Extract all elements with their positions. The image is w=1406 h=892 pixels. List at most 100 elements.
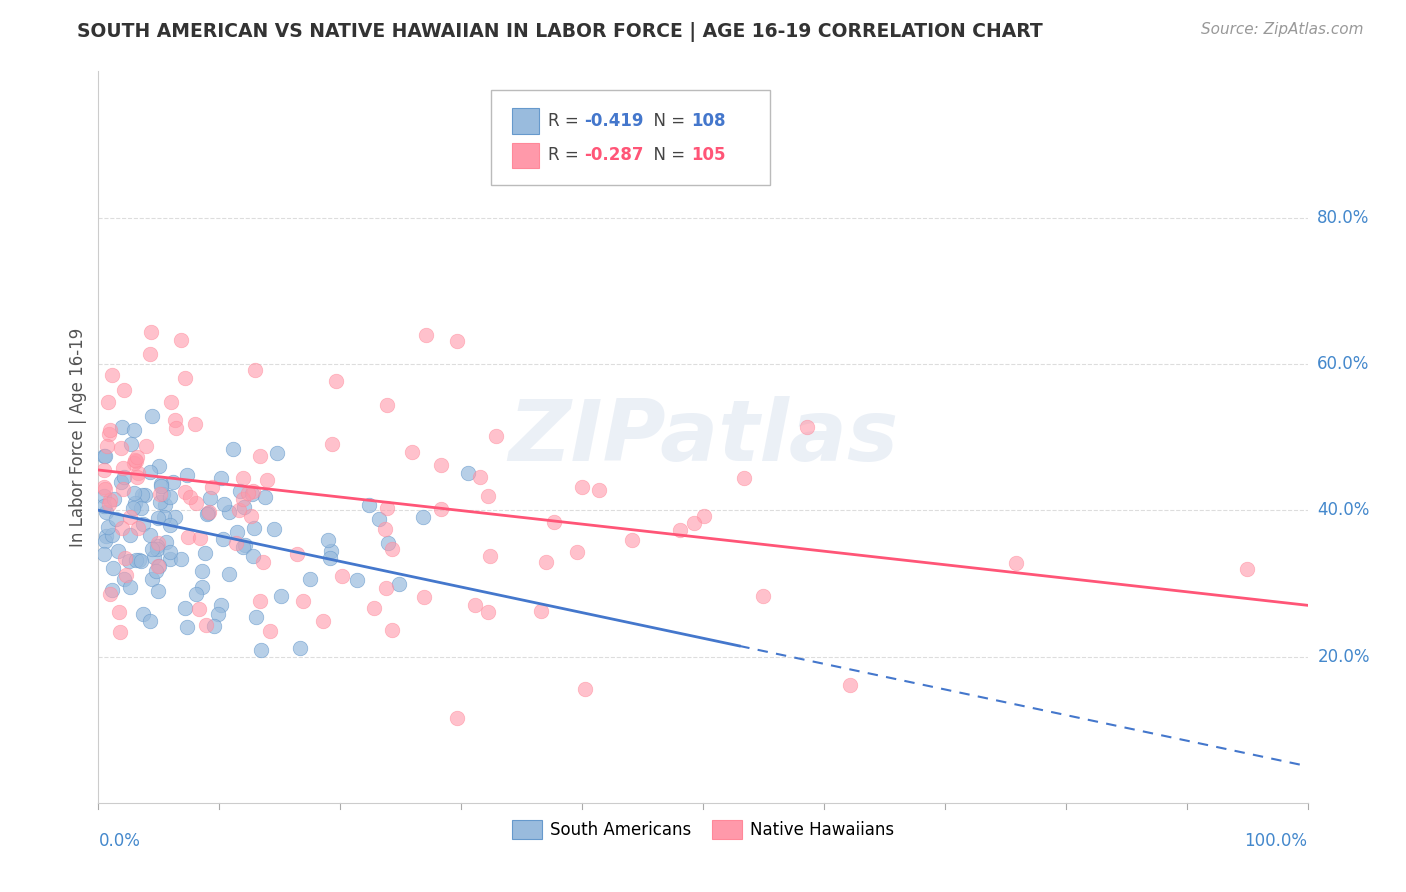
Text: N =: N = [643, 146, 690, 164]
Point [111, 483, 134, 497]
Point [122, 456, 145, 470]
Point [190, 531, 212, 545]
Point [155, 535, 177, 549]
Point [249, 594, 271, 608]
Point [101, 368, 124, 382]
Point [98, 587, 121, 601]
Legend: South Americans, Native Hawaiians: South Americans, Native Hawaiians [505, 814, 901, 846]
Bar [512, 143, 538, 169]
Point [565, 545, 588, 559]
Point [319, 551, 342, 566]
Point [155, 498, 177, 512]
Point [346, 573, 368, 587]
Point [97, 519, 120, 533]
Point [149, 487, 172, 501]
Point [111, 420, 134, 434]
Point [139, 347, 162, 361]
Point [124, 453, 146, 467]
Point [97, 394, 120, 409]
Point [233, 538, 256, 552]
Point [174, 371, 197, 385]
Point [374, 581, 396, 595]
Point [159, 490, 181, 504]
Point [229, 483, 252, 498]
Point [693, 509, 716, 524]
Point [145, 539, 167, 553]
Point [377, 535, 399, 549]
Point [170, 334, 193, 348]
Point [146, 559, 169, 574]
Point [127, 520, 149, 534]
Point [122, 423, 145, 437]
Point [159, 517, 181, 532]
Point [127, 466, 149, 480]
Point [683, 516, 706, 530]
Point [218, 506, 240, 520]
Point [1236, 562, 1258, 576]
Point [249, 449, 271, 463]
Point [135, 439, 157, 453]
Point [221, 442, 243, 457]
Point [149, 495, 172, 509]
Point [530, 604, 553, 618]
Point [266, 446, 288, 460]
Point [108, 625, 131, 640]
Point [242, 549, 264, 563]
Point [446, 711, 468, 725]
Point [388, 577, 411, 591]
Point [588, 483, 610, 497]
Point [110, 475, 132, 490]
Point [184, 496, 207, 510]
Point [477, 605, 499, 619]
Point [94, 529, 117, 543]
Point [145, 564, 167, 578]
Point [118, 554, 141, 568]
Point [214, 497, 236, 511]
Point [101, 582, 124, 597]
Point [232, 541, 254, 555]
Bar [512, 108, 538, 134]
Point [325, 375, 347, 389]
Point [94, 533, 117, 548]
Point [198, 505, 221, 519]
Point [94, 506, 117, 520]
Point [110, 441, 132, 455]
Point [485, 429, 508, 443]
Point [359, 498, 381, 512]
Point [145, 542, 167, 557]
Point [94, 450, 117, 464]
Point [457, 466, 479, 480]
Text: 20.0%: 20.0% [1317, 648, 1369, 665]
Text: 108: 108 [690, 112, 725, 130]
Point [118, 528, 141, 542]
Point [363, 601, 385, 615]
Point [139, 325, 162, 339]
Point [211, 533, 233, 547]
Point [470, 469, 492, 483]
Point [132, 607, 155, 621]
Point [114, 551, 136, 566]
Point [101, 561, 124, 575]
Text: 40.0%: 40.0% [1317, 501, 1369, 519]
Point [1004, 556, 1026, 570]
Point [381, 624, 404, 638]
Point [270, 590, 292, 604]
Point [195, 507, 218, 521]
Point [98, 492, 121, 507]
Point [375, 501, 398, 516]
Point [796, 420, 818, 434]
Point [249, 642, 271, 657]
Point [93, 480, 115, 494]
Point [150, 476, 173, 491]
Point [288, 640, 311, 655]
Point [368, 512, 391, 526]
Point [198, 491, 221, 505]
Text: SOUTH AMERICAN VS NATIVE HAWAIIAN IN LABOR FORCE | AGE 16-19 CORRELATION CHART: SOUTH AMERICAN VS NATIVE HAWAIIAN IN LAB… [77, 22, 1043, 42]
Point [298, 573, 321, 587]
Text: 0.0%: 0.0% [98, 832, 141, 850]
Point [129, 553, 152, 567]
Point [125, 470, 148, 484]
Point [160, 395, 183, 409]
Point [139, 528, 162, 542]
Point [477, 489, 499, 503]
